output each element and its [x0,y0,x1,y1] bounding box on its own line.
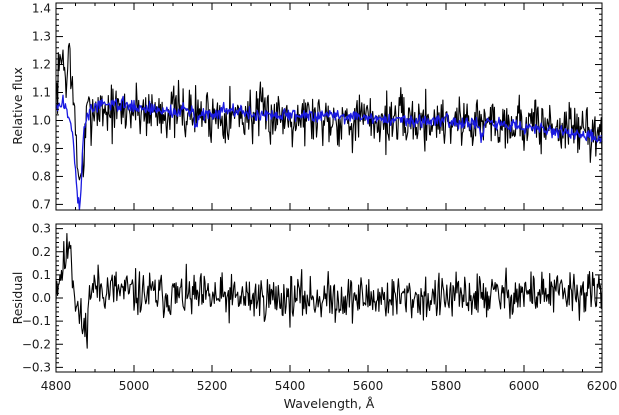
residual-ytick-label: −0.2 [22,337,51,351]
xtick-label: 4800 [41,379,72,393]
xtick-label: 6000 [509,379,540,393]
flux-ytick-label: 1.0 [32,113,51,127]
residual-series-group [55,233,603,349]
flux-ytick-label: 0.8 [32,169,51,183]
flux-ticks: 0.7 0.8 0.9 1.0 1.1 1.2 1.3 1.4 [32,2,603,211]
flux-y-axis-title: Relative flux [10,67,25,145]
xtick-label: 6200 [587,379,618,393]
x-axis-title: Wavelength, Å [284,396,375,411]
residual-ticks: 0.3 0.2 0.1 0.0 −0.1 −0.2 −0.3 4800 5000 5200 5400… [22,222,617,393]
residual-y-axis-title: Residual [10,272,25,325]
residual-series-0 [55,233,603,349]
residual-panel: 0.3 0.2 0.1 0.0 −0.1 −0.2 −0.3 4800 5000 5200 5400… [10,222,617,411]
xtick-label: 5400 [275,379,306,393]
xtick-label: 5200 [197,379,228,393]
flux-ytick-label: 1.4 [32,2,51,16]
flux-ytick-label: 0.9 [32,141,51,155]
residual-ytick-label: 0.3 [32,222,51,236]
flux-ytick-label: 0.7 [32,197,51,211]
xtick-label: 5000 [119,379,150,393]
residual-ytick-label: −0.3 [22,360,51,374]
flux-ytick-label: 1.2 [32,58,51,72]
residual-ytick-label: 0.1 [32,268,51,282]
flux-ytick-label: 1.1 [32,86,51,100]
xtick-label: 5600 [353,379,384,393]
residual-ytick-label: 0.0 [32,291,51,305]
flux-panel: 0.7 0.8 0.9 1.0 1.1 1.2 1.3 1.4 Relative flux [10,2,603,211]
flux-series-1 [55,94,603,211]
xtick-label: 5800 [431,379,462,393]
residual-ytick-label: 0.2 [32,245,51,259]
flux-ytick-label: 1.3 [32,30,51,44]
residual-ytick-label: −0.1 [22,314,51,328]
flux-series-group [55,42,603,211]
